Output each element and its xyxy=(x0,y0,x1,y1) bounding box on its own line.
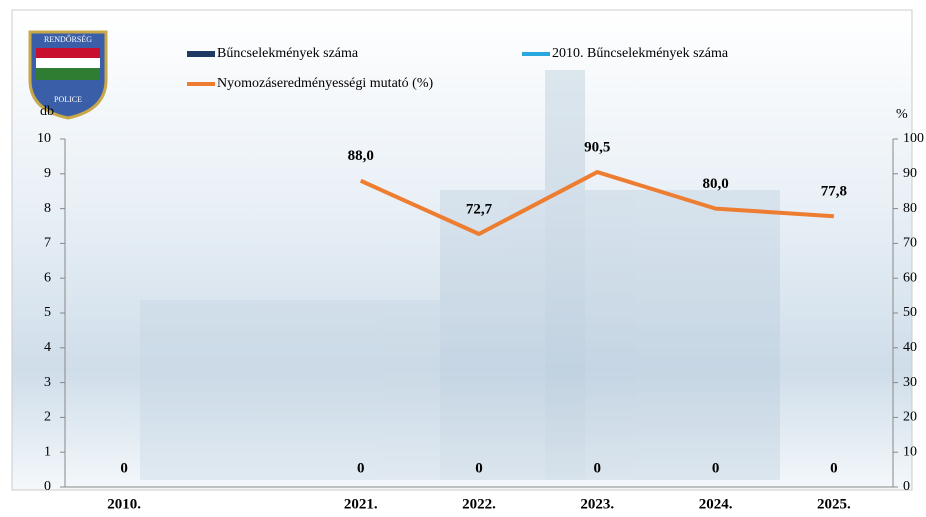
x-tick-label: 2022. xyxy=(462,496,496,512)
y-tick-label: 3 xyxy=(44,375,51,390)
legend-label: 2010. Bűncselekmények száma xyxy=(552,46,729,61)
y2-tick-label: 30 xyxy=(903,375,917,390)
logo-text: POLICE xyxy=(54,95,82,104)
y-tick-label: 2 xyxy=(44,410,51,425)
y-tick-label: 5 xyxy=(44,305,51,320)
logo: RENDŐRSÉG POLICE xyxy=(28,30,108,120)
y2-tick-label: 70 xyxy=(903,236,917,251)
y-tick-label: 1 xyxy=(44,444,51,459)
y-tick-label: 10 xyxy=(37,131,51,146)
y-tick-label: 4 xyxy=(44,340,51,355)
legend-swatch xyxy=(187,51,215,57)
data-label: 72,7 xyxy=(466,201,493,217)
data-label: 0 xyxy=(475,460,483,476)
y2-tick-label: 50 xyxy=(903,305,917,320)
x-tick-label: 2021. xyxy=(344,496,378,512)
data-label: 0 xyxy=(120,460,128,476)
data-label: 88,0 xyxy=(348,148,374,164)
y2-tick-label: 60 xyxy=(903,270,917,285)
y2-tick-label: 40 xyxy=(903,340,917,355)
legend-label: Bűncselekmények száma xyxy=(217,46,359,61)
y2-tick-label: 90 xyxy=(903,166,917,181)
data-label: 0 xyxy=(357,460,365,476)
y-tick-label: 6 xyxy=(44,270,51,285)
data-label: 77,8 xyxy=(821,184,847,200)
logo-text: RENDŐRSÉG xyxy=(44,34,92,44)
y2-axis-label: % xyxy=(896,107,908,122)
y-tick-label: 9 xyxy=(44,166,51,181)
y-tick-label: 0 xyxy=(44,479,51,494)
y-tick-label: 7 xyxy=(44,236,51,251)
background xyxy=(11,9,913,491)
data-label: 80,0 xyxy=(702,176,728,192)
y2-tick-label: 10 xyxy=(903,444,917,459)
y-tick-label: 8 xyxy=(44,201,51,216)
y2-tick-label: 80 xyxy=(903,201,917,216)
y2-tick-label: 0 xyxy=(903,479,910,494)
x-tick-label: 2010. xyxy=(107,496,141,512)
data-label: 0 xyxy=(830,460,838,476)
data-label: 0 xyxy=(712,460,720,476)
data-label: 90,5 xyxy=(584,139,610,155)
x-tick-label: 2023. xyxy=(580,496,614,512)
data-label: 0 xyxy=(594,460,602,476)
building xyxy=(140,70,780,480)
y2-tick-label: 20 xyxy=(903,410,917,425)
x-tick-label: 2024. xyxy=(699,496,733,512)
legend-label: Nyomozáseredményességi mutató (%) xyxy=(217,76,433,91)
y-axis-label: db xyxy=(40,104,54,119)
y2-tick-label: 100 xyxy=(903,131,924,146)
line-series xyxy=(359,170,834,237)
x-tick-label: 2025. xyxy=(817,496,851,512)
